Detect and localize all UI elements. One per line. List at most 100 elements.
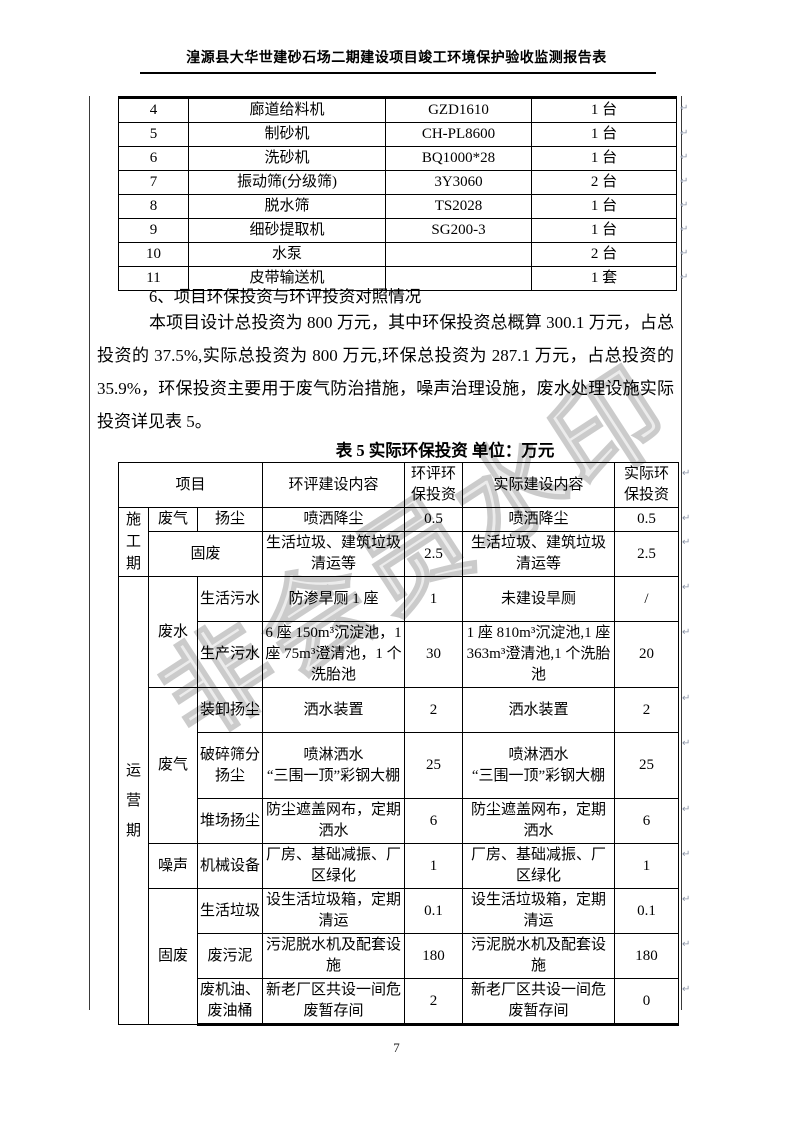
cell-equipment-name: 制砂机 xyxy=(188,122,386,147)
table-row: 噪声 机械设备 厂房、基础减振、厂区绿化 1 厂房、基础减振、厂区绿化 1 ↵ xyxy=(119,843,693,889)
row-end-mark: ↵ xyxy=(682,983,691,995)
cell-subcategory: 装卸扬尘 xyxy=(197,687,263,733)
row-end-mark: ↵ xyxy=(682,803,691,815)
cell-eia-content: 喷洒降尘 xyxy=(262,507,405,532)
cell-no: 4 xyxy=(118,96,189,123)
cell-quantity: 1 套 xyxy=(531,266,677,291)
cell-actual-investment: 2.5 xyxy=(614,531,679,577)
row-end-mark: ↵ xyxy=(682,536,691,548)
equipment-table: 4 廊道给料机 GZD1610 1 台 ↵ 5 制砂机 CH-PL8600 1 … xyxy=(118,96,691,291)
cell-subcategory: 机械设备 xyxy=(197,843,263,889)
row-end-mark: ↵ xyxy=(680,127,689,139)
cell-subcategory: 生活污水 xyxy=(197,576,263,622)
cell-eia-content: 污泥脱水机及配套设施 xyxy=(262,933,405,979)
cell-quantity: 1 台 xyxy=(531,146,677,171)
table-row: 6 洗砂机 BQ1000*28 1 台 ↵ xyxy=(118,146,691,171)
cell-quantity: 1 台 xyxy=(531,96,677,123)
cell-eia-investment: 25 xyxy=(404,732,463,799)
cell-actual-investment: 1 xyxy=(614,843,679,889)
table-row: 施工期 废气 扬尘 喷洒降尘 0.5 喷洒降尘 0.5 ↵ xyxy=(118,507,693,577)
cell-equipment-name: 细砂提取机 xyxy=(188,218,386,243)
table-row: 5 制砂机 CH-PL8600 1 台 ↵ xyxy=(118,122,691,147)
table-row: 废污泥 污泥脱水机及配套设施 180 污泥脱水机及配套设施 180 ↵ xyxy=(119,933,693,979)
header-project: 项目 xyxy=(118,462,263,508)
cell-eia-content: 防渗旱厕 1 座 xyxy=(262,576,405,622)
cell-actual-content: 未建设旱厕 xyxy=(462,576,615,622)
cell-subcategory: 废机油、废油桶 xyxy=(197,978,263,1026)
cell-no: 10 xyxy=(118,242,189,267)
row-end-mark: ↵ xyxy=(682,737,691,749)
cell-actual-investment: 25 xyxy=(614,732,679,799)
cell-equipment-name: 脱水筛 xyxy=(188,194,386,219)
cell-actual-investment: 0.1 xyxy=(614,888,679,934)
cell-eia-investment: 1 xyxy=(404,843,463,889)
cell-model: CH-PL8600 xyxy=(385,122,532,147)
row-end-mark: ↵ xyxy=(680,247,689,259)
row-end-mark: ↵ xyxy=(680,175,689,187)
row-end-mark: ↵ xyxy=(682,581,691,593)
cell-actual-investment: 180 xyxy=(614,933,679,979)
cell-model: GZD1610 xyxy=(385,96,532,123)
cell-eia-content: 新老厂区共设一间危废暂存间 xyxy=(262,978,405,1026)
cell-category: 废水 xyxy=(148,576,198,688)
row-end-mark: ↵ xyxy=(682,467,691,479)
row-end-mark: ↵ xyxy=(682,893,691,905)
cell-actual-investment: 6 xyxy=(614,798,679,844)
cell-actual-content: 新老厂区共设一间危废暂存间 xyxy=(462,978,615,1026)
cell-subcategory: 堆场扬尘 xyxy=(197,798,263,844)
cell-actual-content: 厂房、基础减振、厂区绿化 xyxy=(462,843,615,889)
cell-actual-investment: 20 xyxy=(614,621,679,688)
cell-model: TS2028 xyxy=(385,194,532,219)
table-row: 废气 装卸扬尘 洒水装置 2 洒水装置 2 ↵ xyxy=(119,687,693,844)
cell-actual-content: 喷洒降尘 xyxy=(462,507,615,532)
row-end-mark: ↵ xyxy=(682,512,691,524)
table-row: 固废 生活垃圾 设生活垃圾箱，定期清运 0.1 设生活垃圾箱，定期清运 0.1 … xyxy=(119,888,693,1025)
cell-actual-content: 1 座 810m³沉淀池,1 座 363m³澄清池,1 个洗胎池 xyxy=(462,621,615,688)
table-row: 7 振动筛(分级筛) 3Y3060 2 台 ↵ xyxy=(118,170,691,195)
phase-construction: 施工期 xyxy=(118,507,149,577)
cell-actual-content: 喷淋洒水 “三围一顶”彩钢大棚 xyxy=(462,732,615,799)
cell-equipment-name: 洗砂机 xyxy=(188,146,386,171)
section-heading: 6、项目环保投资与环评投资对照情况 xyxy=(149,287,422,306)
cell-equipment-name: 廊道给料机 xyxy=(188,96,386,123)
cell-quantity: 1 台 xyxy=(531,122,677,147)
table-row: 11 皮带输送机 1 套 ↵ xyxy=(118,266,691,291)
row-end-mark: ↵ xyxy=(682,692,691,704)
cell-equipment-name: 皮带输送机 xyxy=(188,266,386,291)
table-row: 10 水泵 2 台 ↵ xyxy=(118,242,691,267)
header-actual-content: 实际建设内容 xyxy=(462,462,615,508)
cell-no: 7 xyxy=(118,170,189,195)
table-header-row: 项目 环评建设内容 环评环保投资 实际建设内容 实际环保投资 ↵ xyxy=(118,462,693,508)
cell-model xyxy=(385,266,532,291)
cell-no: 5 xyxy=(118,122,189,147)
cell-quantity: 1 台 xyxy=(531,194,677,219)
phase-operation: 运营期 xyxy=(118,576,149,1025)
cell-eia-content: 厂房、基础减振、厂区绿化 xyxy=(262,843,405,889)
cell-quantity: 1 台 xyxy=(531,218,677,243)
cell-actual-content: 生活垃圾、建筑垃圾清运等 xyxy=(462,531,615,577)
row-end-mark: ↵ xyxy=(682,848,691,860)
table-row: 废机油、废油桶 新老厂区共设一间危废暂存间 2 新老厂区共设一间危废暂存间 0 … xyxy=(119,978,693,1026)
text-boundary-right xyxy=(681,96,682,1010)
cell-model xyxy=(385,242,532,267)
cell-no: 6 xyxy=(118,146,189,171)
cell-equipment-name: 振动筛(分级筛) xyxy=(188,170,386,195)
cell-eia-investment: 0.5 xyxy=(404,507,463,532)
cell-actual-investment: 0.5 xyxy=(614,507,679,532)
cell-no: 11 xyxy=(118,266,189,291)
cell-actual-investment: 0 xyxy=(614,978,679,1026)
cell-eia-investment: 2.5 xyxy=(404,531,463,577)
cell-subcategory: 生产污水 xyxy=(197,621,263,688)
cell-no: 9 xyxy=(118,218,189,243)
page-number: 7 xyxy=(393,1040,400,1055)
cell-subcategory: 扬尘 xyxy=(197,507,263,532)
table-row: 4 廊道给料机 GZD1610 1 台 ↵ xyxy=(118,96,691,123)
cell-eia-content: 6 座 150m³沉淀池，1 座 75m³澄清池，1 个洗胎池 xyxy=(262,621,405,688)
cell-actual-content: 洒水装置 xyxy=(462,687,615,733)
text-boundary-left xyxy=(89,96,90,1010)
row-end-mark: ↵ xyxy=(682,626,691,638)
header-actual-investment: 实际环保投资 xyxy=(614,462,679,508)
cell-eia-investment: 1 xyxy=(404,576,463,622)
row-end-mark: ↵ xyxy=(680,102,689,114)
header-underline xyxy=(140,72,656,74)
